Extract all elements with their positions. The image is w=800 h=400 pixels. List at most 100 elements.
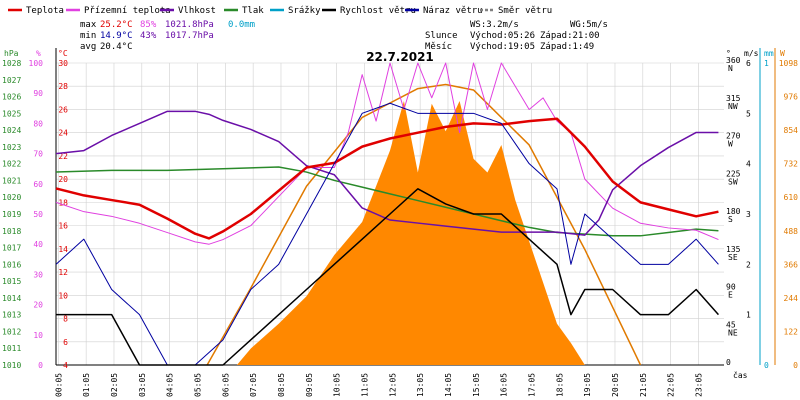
tick-label-percent: 90 — [33, 89, 43, 98]
axis-unit-ms: m/s — [744, 49, 759, 58]
legend-label: Náraz větru — [423, 6, 483, 16]
astro-info: WS:3.2m/s WG:5m/s Slunce Východ:05:26 Zá… — [425, 20, 608, 52]
series-prizemni-teplota — [55, 62, 719, 245]
tick-label-direction: 90 — [726, 283, 736, 292]
tick-label-percent: 50 — [33, 210, 43, 219]
sun-set: Západ:21:00 — [540, 31, 600, 41]
tick-label-time: 11:05 — [360, 373, 369, 397]
tick-label-hpa: 1027 — [2, 76, 21, 85]
tick-label-ms: 3 — [746, 210, 751, 219]
tick-label-percent: 30 — [33, 270, 43, 279]
tick-label-watt: 488 — [784, 227, 799, 236]
stats-avg-temp: 20.4°C — [100, 42, 133, 52]
series-teplota — [55, 117, 719, 240]
tick-label-ms: 5 — [746, 109, 751, 118]
tick-label-celsius: 26 — [58, 105, 68, 114]
tick-label-hpa: 1013 — [2, 311, 21, 320]
tick-label-celsius: 20 — [58, 175, 68, 184]
tick-label-hpa: 1010 — [2, 361, 21, 370]
tick-label-compass: NE — [728, 328, 738, 337]
legend-label: Tlak — [242, 6, 264, 16]
moon-label: Měsíc — [425, 42, 452, 52]
axis-unit-direction: ° — [726, 49, 731, 58]
tick-label-time: 04:05 — [166, 373, 175, 397]
sun-label: Slunce — [425, 31, 458, 41]
tick-label-hpa: 1024 — [2, 126, 21, 135]
tick-label-watt: 1098 — [779, 59, 798, 68]
tick-label-hpa: 1021 — [2, 176, 21, 185]
tick-label-mm: 0 — [764, 361, 769, 370]
stats-min-hum: 43% — [140, 31, 157, 41]
axis-unit-celsius: °C — [58, 49, 68, 58]
tick-label-direction: 315 — [726, 94, 741, 103]
tick-label-celsius: 24 — [58, 129, 68, 138]
axis-unit-watt: W — [780, 49, 785, 58]
tick-label-ms: 6 — [746, 59, 751, 68]
tick-label-celsius: 10 — [58, 291, 68, 300]
tick-label-hpa: 1011 — [2, 344, 21, 353]
tick-label-hpa: 1016 — [2, 260, 21, 269]
tick-label-celsius: 16 — [58, 222, 68, 231]
tick-label-time: 21:05 — [639, 373, 648, 397]
stats-max-rain: 0.0mm — [228, 20, 255, 30]
tick-label-celsius: 18 — [58, 198, 68, 207]
tick-label-time: 18:05 — [555, 373, 564, 397]
tick-label-time: 14:05 — [444, 373, 453, 397]
tick-label-celsius: 22 — [58, 152, 68, 161]
tick-label-time: 23:05 — [694, 373, 703, 397]
legend-item: Přízemní teplota — [66, 6, 171, 16]
tick-label-watt: 244 — [784, 294, 799, 303]
tick-label-ms: 2 — [746, 260, 751, 269]
tick-label-direction: 180 — [726, 207, 741, 216]
legend-label: Vlhkost — [178, 6, 216, 16]
tick-label-compass: N — [728, 64, 733, 73]
moon-set: Západ:1:49 — [540, 42, 594, 52]
tick-label-time: 17:05 — [527, 373, 536, 397]
tick-label-percent: 0 — [38, 361, 43, 370]
tick-label-time: 19:05 — [583, 373, 592, 397]
legend-item: Tlak — [224, 6, 264, 16]
tick-label-celsius: 4 — [63, 361, 68, 370]
tick-label-direction: 270 — [726, 132, 741, 141]
stats-avg-label: avg — [80, 42, 96, 52]
tick-label-percent: 10 — [33, 331, 43, 340]
tick-label-time: 10:05 — [333, 373, 342, 397]
series-radiace — [236, 100, 585, 365]
tick-label-hpa: 1022 — [2, 160, 21, 169]
tick-label-time: 05:05 — [193, 373, 202, 397]
tick-label-percent: 70 — [33, 150, 43, 159]
series-vlhkost — [55, 110, 719, 236]
series-slunce — [206, 83, 642, 366]
axis-unit-mm: mm — [764, 49, 774, 58]
tick-label-percent: 80 — [33, 119, 43, 128]
tick-label-compass: SW — [728, 177, 738, 186]
tick-label-time: 03:05 — [138, 373, 147, 397]
legend-item: Rychlost větru — [322, 6, 416, 16]
tick-label-percent: 60 — [33, 180, 43, 189]
tick-label-celsius: 6 — [63, 338, 68, 347]
sun-rise: Východ:05:26 — [470, 31, 535, 41]
stats-min-pres: 1017.7hPa — [165, 31, 214, 41]
tick-label-time: 09:05 — [305, 373, 314, 397]
tick-label-celsius: 12 — [58, 268, 68, 277]
tick-label-compass: E — [728, 291, 733, 300]
tick-label-hpa: 1020 — [2, 193, 21, 202]
tick-label-hpa: 1023 — [2, 143, 21, 152]
series-rychlost-vetru — [56, 188, 719, 366]
legend-item: Teplota — [8, 6, 64, 16]
legend-label: Směr větru — [498, 6, 552, 16]
axis-label-time: čas — [733, 370, 748, 380]
tick-label-time: 22:05 — [667, 373, 676, 397]
tick-label-direction: 0 — [726, 358, 731, 367]
tick-label-hpa: 1015 — [2, 277, 21, 286]
tick-label-hpa: 1019 — [2, 210, 21, 219]
tick-label-direction: 360 — [726, 56, 741, 65]
tick-label-time: 01:05 — [82, 373, 91, 397]
legend-label: Srážky — [288, 6, 321, 16]
stats-min-temp: 14.9°C — [100, 31, 133, 41]
tick-label-celsius: 14 — [58, 245, 68, 254]
chart-title: 22.7.2021 — [366, 50, 434, 64]
legend-label: Teplota — [26, 6, 64, 16]
wind-ws: WS:3.2m/s — [470, 20, 519, 30]
